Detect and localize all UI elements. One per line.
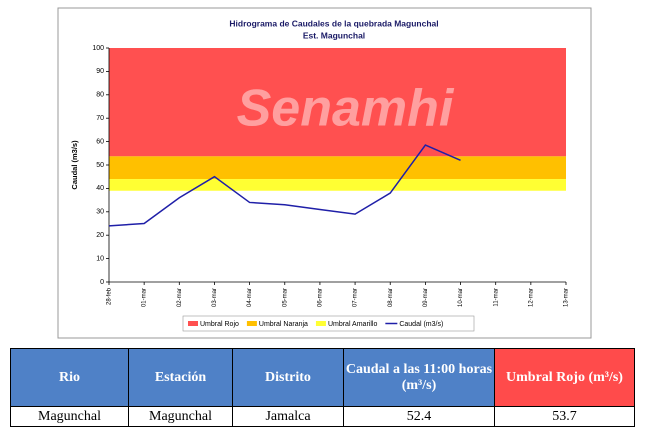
x-tick-label: 03-mar — [212, 288, 218, 307]
threshold-band — [109, 48, 566, 157]
header-cell: Distrito — [232, 348, 344, 407]
header-row: Rio Estación Distrito Caudal a las 11:00… — [10, 348, 635, 407]
legend-label: Caudal (m3/s) — [399, 321, 443, 328]
y-tick-label: 0 — [100, 279, 104, 286]
x-tick-label: 11-mar — [493, 288, 499, 307]
y-tick-label: 100 — [92, 45, 104, 52]
threshold-band — [109, 179, 566, 191]
cell: Jamalca — [232, 406, 344, 427]
legend-swatch — [246, 321, 257, 326]
y-tick-label: 40 — [96, 185, 104, 192]
table: Rio Estación Distrito Caudal a las 11:00… — [10, 348, 635, 427]
x-tick-label: 28-feb — [107, 287, 113, 305]
x-tick-label: 06-mar — [318, 288, 324, 307]
y-tick-label: 30 — [96, 209, 104, 216]
y-axis-label: Caudal (m3/s) — [70, 140, 79, 190]
x-tick-label: 08-mar — [388, 288, 394, 307]
y-tick-label: 80 — [96, 92, 104, 99]
header-cell: Estación — [128, 348, 233, 407]
cell: Magunchal — [128, 406, 233, 427]
cell: 53.7 — [494, 406, 635, 427]
x-tick-label: 10-mar — [458, 288, 464, 307]
watermark: Senamhi — [237, 80, 455, 138]
legend-box — [182, 315, 475, 332]
header-cell: Umbral Rojo (m³/s) — [494, 348, 635, 407]
y-tick-label: 50 — [96, 162, 104, 169]
header-cell: Caudal a las 11:00 horas (m³/s) — [343, 348, 495, 407]
chart-subtitle: Est. Magunchal — [303, 30, 365, 40]
data-line — [108, 144, 461, 227]
threshold-band — [109, 156, 566, 180]
cell: 52.4 — [343, 406, 495, 427]
y-tick-label: 60 — [96, 138, 104, 145]
x-tick-label: 05-mar — [282, 288, 288, 307]
y-tick-label: 10 — [96, 255, 104, 262]
x-tick-label: 13-mar — [564, 288, 570, 307]
legend-swatch — [315, 321, 326, 326]
y-tick-label: 20 — [96, 232, 104, 239]
header-cell: Rio — [10, 348, 129, 407]
x-tick-label: 02-mar — [177, 288, 183, 307]
y-tick-label: 90 — [96, 68, 104, 75]
legend-swatch — [188, 321, 198, 326]
x-tick-label: 01-mar — [142, 288, 148, 307]
legend-label: Umbral Naranja — [259, 321, 308, 328]
x-tick-label: 12-mar — [528, 288, 534, 307]
x-tick-label: 04-mar — [247, 288, 253, 307]
legend-label: Umbral Amarillo — [328, 321, 378, 328]
data-row: Magunchal Magunchal Jamalca 52.4 53.7 — [10, 406, 635, 427]
chart: Hidrograma de Caudales de la quebrada Ma… — [57, 7, 592, 339]
chart-title: Hidrograma de Caudales de la quebrada Ma… — [229, 18, 438, 28]
y-tick-label: 70 — [96, 115, 104, 122]
x-tick-label: 09-mar — [423, 288, 429, 307]
cell: Magunchal — [10, 406, 129, 427]
x-tick-label: 07-mar — [353, 288, 359, 307]
legend-label: Umbral Rojo — [200, 321, 239, 328]
